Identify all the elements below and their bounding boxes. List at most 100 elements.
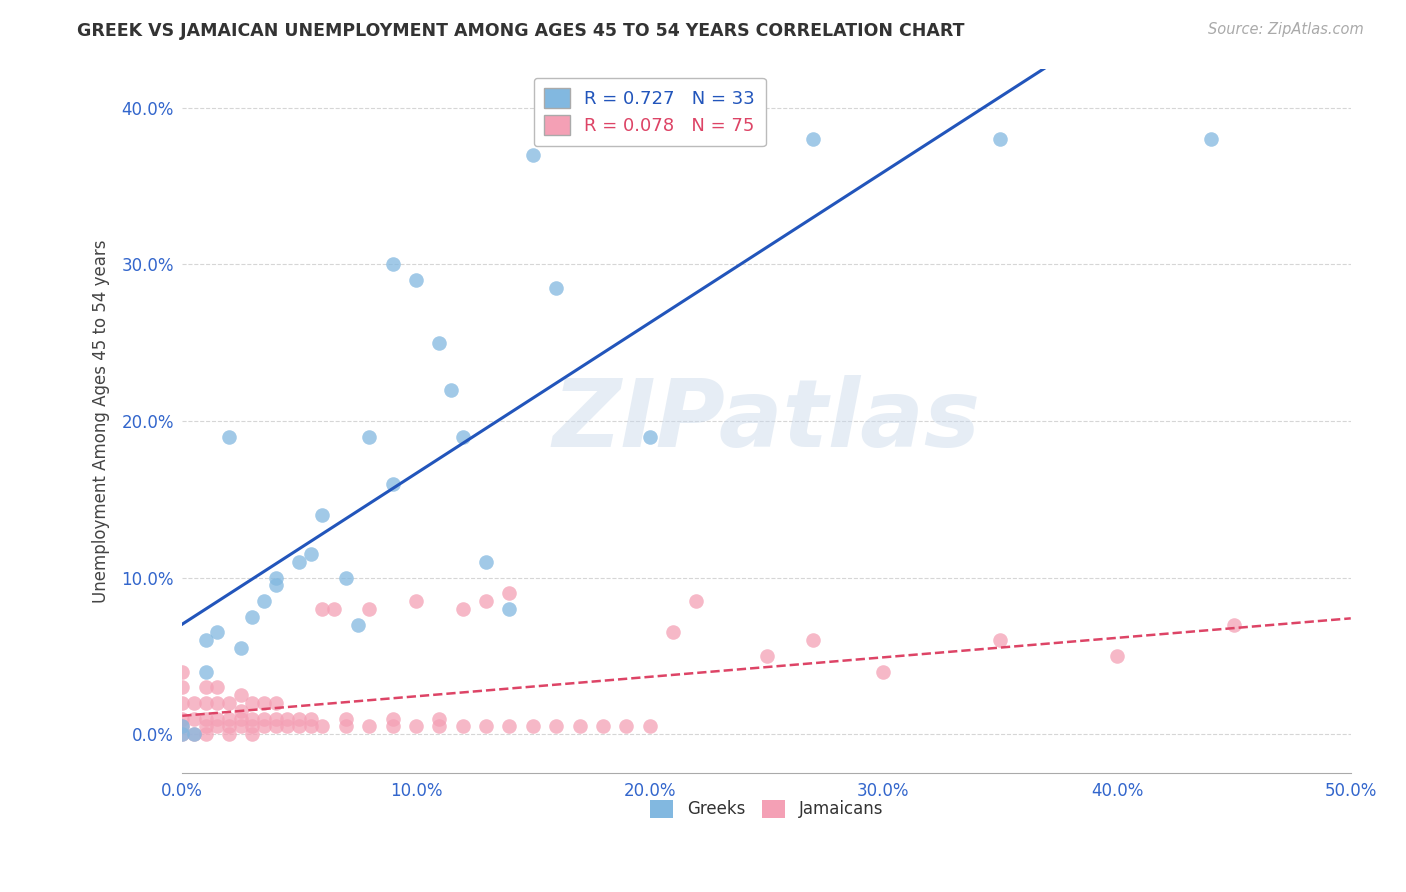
Point — [218, 719, 240, 733]
Point — [172, 727, 194, 741]
Point — [1199, 132, 1222, 146]
Point — [183, 696, 205, 710]
Point — [172, 712, 194, 726]
Point — [1223, 617, 1246, 632]
Point — [229, 641, 252, 656]
Point — [498, 719, 520, 733]
Point — [253, 712, 276, 726]
Point — [242, 696, 264, 710]
Point — [405, 594, 427, 608]
Text: GREEK VS JAMAICAN UNEMPLOYMENT AMONG AGES 45 TO 54 YEARS CORRELATION CHART: GREEK VS JAMAICAN UNEMPLOYMENT AMONG AGE… — [77, 22, 965, 40]
Point — [638, 430, 661, 444]
Point — [381, 719, 404, 733]
Point — [335, 571, 357, 585]
Point — [405, 273, 427, 287]
Point — [801, 633, 824, 648]
Point — [451, 602, 474, 616]
Point — [288, 555, 311, 569]
Point — [311, 508, 333, 522]
Point — [194, 680, 217, 694]
Point — [218, 430, 240, 444]
Point — [498, 602, 520, 616]
Point — [207, 680, 229, 694]
Point — [614, 719, 637, 733]
Point — [229, 704, 252, 718]
Point — [568, 719, 591, 733]
Point — [264, 712, 287, 726]
Point — [359, 430, 381, 444]
Point — [194, 665, 217, 679]
Point — [264, 696, 287, 710]
Point — [498, 586, 520, 600]
Point — [183, 727, 205, 741]
Point — [988, 132, 1011, 146]
Point — [183, 712, 205, 726]
Point — [427, 335, 450, 350]
Point — [242, 712, 264, 726]
Point — [475, 555, 498, 569]
Point — [685, 594, 707, 608]
Text: ZIPatlas: ZIPatlas — [553, 375, 980, 467]
Y-axis label: Unemployment Among Ages 45 to 54 years: Unemployment Among Ages 45 to 54 years — [93, 239, 110, 603]
Point — [172, 680, 194, 694]
Point — [988, 633, 1011, 648]
Point — [253, 696, 276, 710]
Point — [218, 696, 240, 710]
Point — [323, 602, 346, 616]
Point — [253, 594, 276, 608]
Point — [288, 712, 311, 726]
Point — [229, 688, 252, 702]
Point — [311, 719, 333, 733]
Point — [359, 602, 381, 616]
Point — [335, 712, 357, 726]
Point — [253, 719, 276, 733]
Point — [264, 719, 287, 733]
Point — [755, 648, 778, 663]
Point — [546, 719, 568, 733]
Point — [662, 625, 685, 640]
Point — [183, 727, 205, 741]
Text: Source: ZipAtlas.com: Source: ZipAtlas.com — [1208, 22, 1364, 37]
Point — [299, 719, 322, 733]
Point — [207, 712, 229, 726]
Point — [218, 712, 240, 726]
Point — [475, 594, 498, 608]
Point — [194, 696, 217, 710]
Point — [218, 727, 240, 741]
Point — [299, 547, 322, 561]
Point — [427, 719, 450, 733]
Point — [264, 578, 287, 592]
Point — [242, 727, 264, 741]
Point — [172, 719, 194, 733]
Point — [1105, 648, 1128, 663]
Point — [359, 719, 381, 733]
Point — [522, 719, 544, 733]
Point — [229, 719, 252, 733]
Point — [451, 430, 474, 444]
Point — [242, 609, 264, 624]
Point — [276, 719, 298, 733]
Point — [638, 719, 661, 733]
Legend: Greeks, Jamaicans: Greeks, Jamaicans — [644, 793, 890, 825]
Point — [172, 665, 194, 679]
Point — [264, 571, 287, 585]
Point — [172, 727, 194, 741]
Point — [172, 696, 194, 710]
Point — [381, 476, 404, 491]
Point — [522, 147, 544, 161]
Point — [381, 257, 404, 271]
Point — [288, 719, 311, 733]
Point — [872, 665, 894, 679]
Point — [242, 719, 264, 733]
Point — [194, 712, 217, 726]
Point — [546, 281, 568, 295]
Point — [299, 712, 322, 726]
Point — [207, 696, 229, 710]
Point — [405, 719, 427, 733]
Point — [276, 712, 298, 726]
Point — [207, 625, 229, 640]
Point — [335, 719, 357, 733]
Point — [346, 617, 368, 632]
Point — [440, 383, 463, 397]
Point — [311, 602, 333, 616]
